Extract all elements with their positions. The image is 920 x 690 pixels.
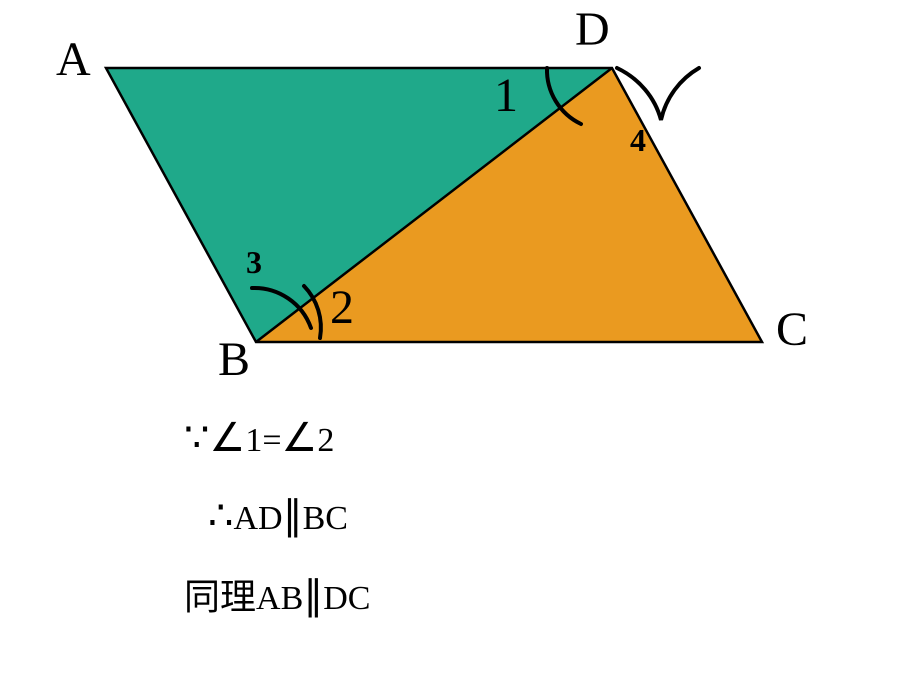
proof-text-part: ∥ [283,496,303,536]
proof-text-part: 同理 [184,579,256,615]
proof-text-part: AD [233,502,282,536]
proof-text-part: BC [303,502,348,536]
proof-text-part: ∠ [282,418,318,458]
angle-label-1: 1 [494,72,518,120]
proof-text-part: ∵∠ [184,418,245,458]
angle-label-2: 2 [330,284,354,332]
stage: A D B C 1 4 3 2 ∵∠1=∠2 ∴AD∥BC 同理AB∥DC [0,0,920,690]
proof-text-part: AB [256,582,303,616]
proof-text-part: 2 [317,424,334,458]
angle-label-3: 3 [246,246,262,278]
angle-label-4: 4 [630,124,646,156]
vertex-label-C: C [776,306,808,354]
proof-line-1: ∵∠1=∠2 [184,418,334,458]
proof-text-part: DC [323,582,370,616]
proof-text-part: ∥ [303,576,323,616]
proof-text-part: ∴ [208,496,233,536]
proof-line-3: 同理AB∥DC [184,576,370,616]
vertex-label-D: D [575,6,610,54]
vertex-label-A: A [56,36,91,84]
vertex-label-B: B [218,336,250,384]
proof-text-part: 1= [245,424,281,458]
proof-line-2: ∴AD∥BC [208,496,348,536]
